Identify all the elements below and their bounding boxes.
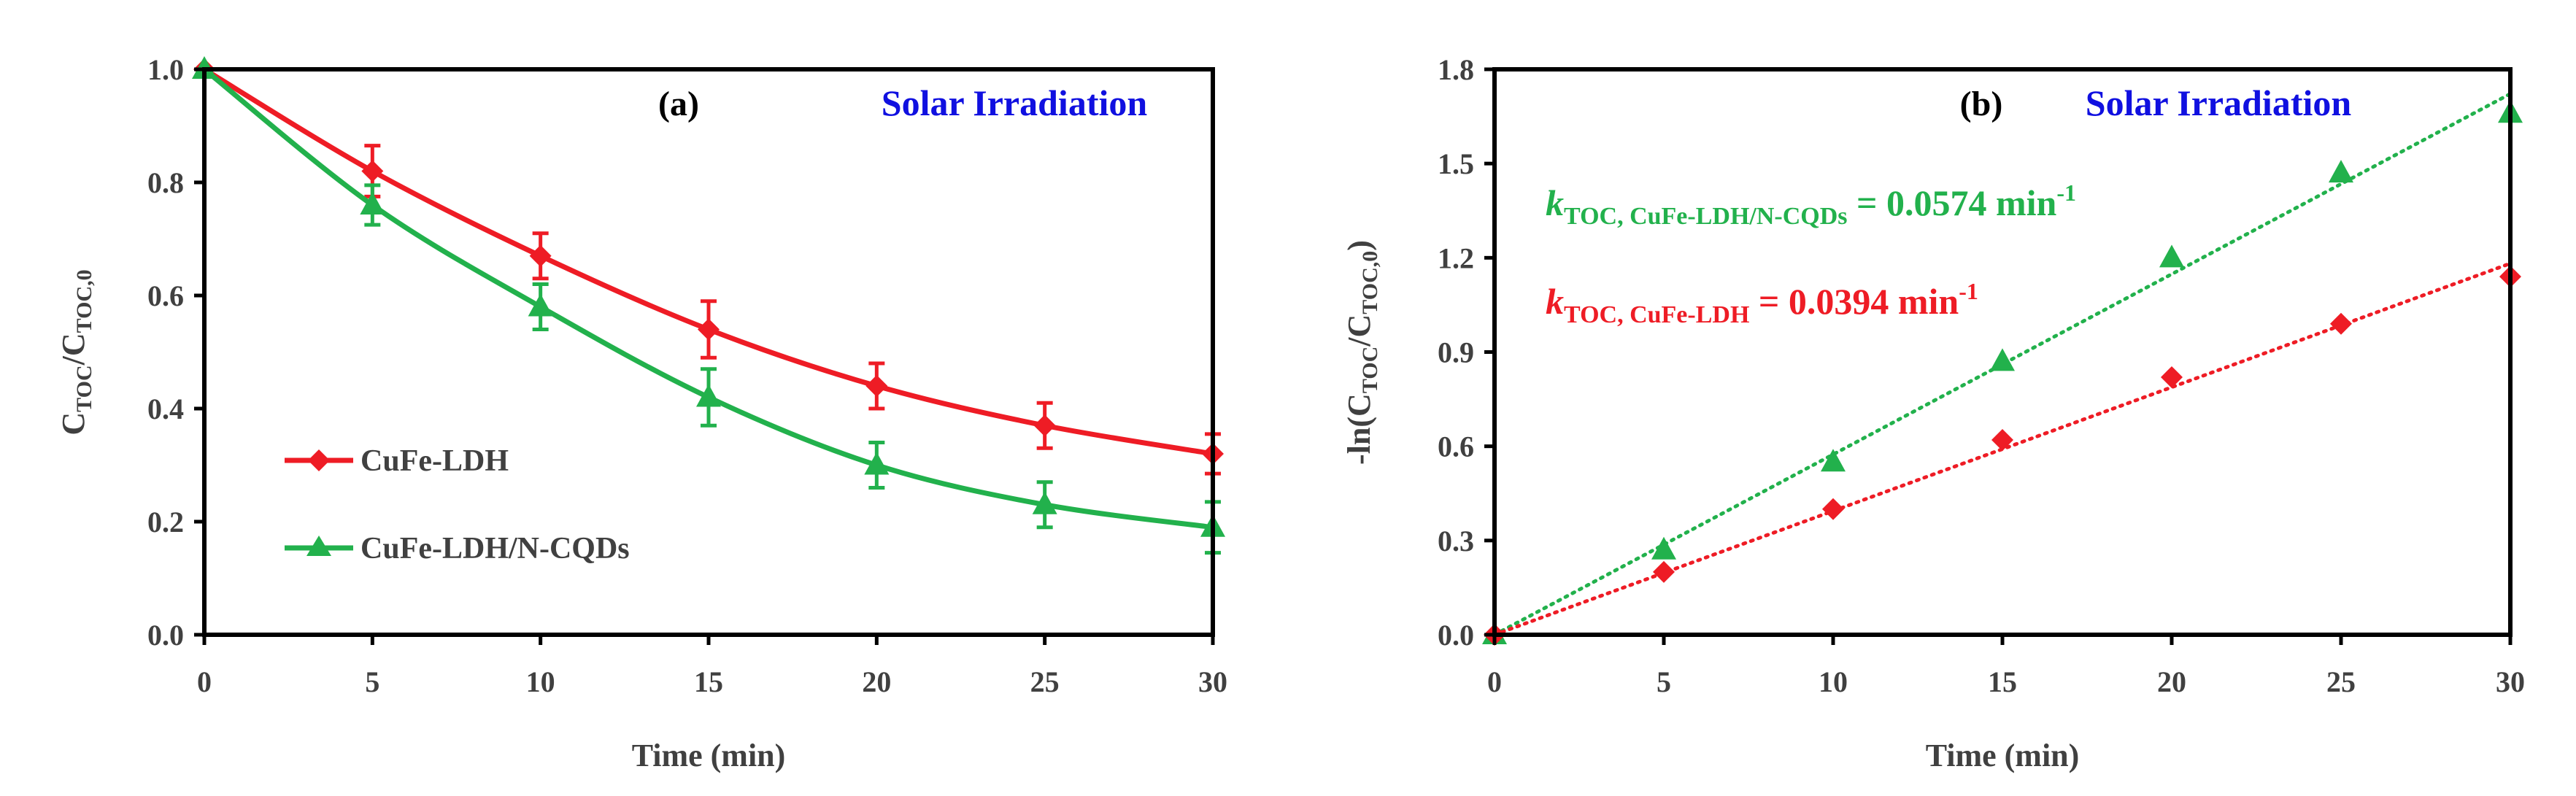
y-tick-label-0.8: 0.8 xyxy=(147,166,184,199)
y-tick-label-0.9: 0.9 xyxy=(1438,336,1474,369)
ya-sub2: TOC,0 xyxy=(72,269,96,333)
panel-b-plot-frame xyxy=(1492,67,2513,637)
legend-marker-cufe-ldh-ncqds xyxy=(306,536,331,556)
panel-a-label: (a) xyxy=(658,85,699,123)
point-cufe-ldh-25 xyxy=(1033,414,1056,437)
x-tick-label-15: 15 xyxy=(1988,665,2017,698)
x-tick-label-30: 30 xyxy=(2496,665,2525,698)
legend-label-cufe-ldh: CuFe-LDH xyxy=(360,444,509,478)
yb-pre: -ln(C xyxy=(1341,393,1377,465)
panel-a-legend: CuFe-LDH CuFe-LDH/N-CQDs xyxy=(285,444,630,565)
y-tick-label-0.0: 0.0 xyxy=(147,619,184,652)
x-tick-label-0: 0 xyxy=(197,665,212,698)
ann1-eq: = 0.0574 min xyxy=(1848,182,2057,223)
point-cufe-ldh-10 xyxy=(1822,498,1844,520)
y-tick-label-1.5: 1.5 xyxy=(1438,147,1474,180)
ya-base: C xyxy=(55,412,91,436)
y-tick-label-1.2: 1.2 xyxy=(1438,241,1474,274)
y-tick-label-0.6: 0.6 xyxy=(1438,430,1474,463)
legend-label-cufe-ldh-ncqds: CuFe-LDH/N-CQDs xyxy=(360,532,630,565)
point-cufe-ldh-15 xyxy=(698,318,720,341)
point-cufe-ldh-5 xyxy=(1653,560,1675,583)
x-tick-label-20: 20 xyxy=(2157,665,2186,698)
x-tick-label-15: 15 xyxy=(694,665,723,698)
x-tick-label-10: 10 xyxy=(1819,665,1848,698)
point-cufe-ldh-5 xyxy=(361,160,384,182)
point-cufe-ldh-n-cqds-20 xyxy=(2159,244,2184,268)
panel-b-x-ticks: 0 5 10 15 20 25 30 xyxy=(1487,635,2525,698)
y-tick-label-0.0: 0.0 xyxy=(1438,619,1474,652)
ya-sub1: TOC xyxy=(72,365,96,411)
yb-post: ) xyxy=(1341,240,1377,251)
point-cufe-ldh-n-cqds-5 xyxy=(1651,536,1676,560)
point-cufe-ldh-10 xyxy=(529,244,552,267)
x-tick-label-20: 20 xyxy=(862,665,891,698)
ann1-sup: -1 xyxy=(2056,179,2076,206)
ya-mid: /C xyxy=(55,333,91,366)
point-cufe-ldh-n-cqds-10 xyxy=(1821,449,1846,472)
panel-a: 0 5 10 15 20 25 30 0.0 0.2 0.4 0.6 0.8 1.0 (a) Sola… xyxy=(55,53,1227,773)
panel-a-plot-frame xyxy=(202,67,1215,637)
x-tick-label-5: 5 xyxy=(365,665,379,698)
ann2-sup: -1 xyxy=(1959,278,1978,304)
panel-b-banner: Solar Irradiation xyxy=(2086,82,2352,123)
point-cufe-ldh-n-cqds-25 xyxy=(1032,491,1057,514)
panel-a-marks xyxy=(192,56,1225,555)
y-tick-label-1.0: 1.0 xyxy=(147,53,184,86)
panel-a-banner: Solar Irradiation xyxy=(882,82,1148,123)
ann1-sub: TOC, CuFe-LDH/N-CQDs xyxy=(1564,203,1848,230)
point-cufe-ldh-n-cqds-5 xyxy=(360,192,385,215)
point-cufe-ldh-n-cqds-15 xyxy=(1990,348,2015,371)
ann2-k: k xyxy=(1546,281,1564,322)
panel-a-x-ticks: 0 5 10 15 20 25 30 xyxy=(197,635,1227,698)
panel-b-marks xyxy=(1482,92,2523,646)
legend-marker-cufe-ldh xyxy=(308,449,330,471)
x-tick-label-25: 25 xyxy=(1030,665,1060,698)
annotation-k-cufe-ldh: kTOC, CuFe-LDH = 0.0394 min-1 xyxy=(1546,278,1978,328)
panel-b-y-axis-label: -ln(CTOC/CTOC,0) xyxy=(1341,240,1382,465)
panel-b: 0 5 10 15 20 25 30 0.0 0.3 0.6 0.9 1.2 1.5 1.8 (b) S… xyxy=(1341,53,2525,773)
series-line-cufe-ldh-n-cqds xyxy=(202,67,1214,530)
ann2-sub: TOC, CuFe-LDH xyxy=(1564,301,1749,328)
x-tick-label-30: 30 xyxy=(1198,665,1227,698)
panel-b-label: (b) xyxy=(1960,85,2003,123)
panel-b-x-axis-label: Time (min) xyxy=(1926,738,2080,773)
annotation-k-cufe-ldh-ncqds: kTOC, CuFe-LDH/N-CQDs = 0.0574 min-1 xyxy=(1546,179,2076,230)
point-cufe-ldh-n-cqds-10 xyxy=(528,293,553,317)
x-tick-label-25: 25 xyxy=(2326,665,2356,698)
point-cufe-ldh-n-cqds-25 xyxy=(2329,160,2353,183)
panel-b-y-ticks: 0.0 0.3 0.6 0.9 1.2 1.5 1.8 xyxy=(1438,53,1495,652)
yb-sub1: TOC xyxy=(1358,347,1382,393)
point-cufe-ldh-25 xyxy=(2330,312,2352,335)
panel-a-x-axis-label: Time (min) xyxy=(632,738,786,773)
panel-a-y-ticks: 0.0 0.2 0.4 0.6 0.8 1.0 xyxy=(147,53,204,652)
yb-sub2: TOC,0 xyxy=(1358,251,1382,314)
ann2-eq: = 0.0394 min xyxy=(1749,281,1959,322)
y-tick-label-1.8: 1.8 xyxy=(1438,53,1474,86)
point-cufe-ldh-n-cqds-20 xyxy=(864,452,890,475)
x-tick-label-10: 10 xyxy=(526,665,555,698)
point-cufe-ldh-n-cqds-15 xyxy=(696,384,721,407)
y-tick-label-0.6: 0.6 xyxy=(147,279,184,312)
y-tick-label-0.3: 0.3 xyxy=(1438,525,1474,557)
point-cufe-ldh-20 xyxy=(865,375,888,397)
y-tick-label-0.2: 0.2 xyxy=(147,506,184,538)
point-cufe-ldh-20 xyxy=(2161,366,2183,388)
ann1-k: k xyxy=(1546,182,1564,223)
point-cufe-ldh-15 xyxy=(1991,429,2013,452)
x-tick-label-0: 0 xyxy=(1487,665,1502,698)
panel-a-y-axis-label: CTOC/CTOC,0 xyxy=(55,269,96,435)
x-tick-label-5: 5 xyxy=(1657,665,1671,698)
y-tick-label-0.4: 0.4 xyxy=(147,393,184,425)
yb-mid: /C xyxy=(1341,314,1377,347)
